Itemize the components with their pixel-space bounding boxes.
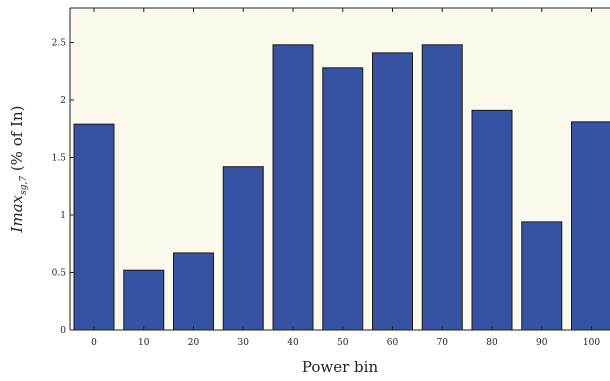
x-tick-label: 90 [536,338,548,348]
x-tick-label: 0 [91,338,97,348]
x-tick-label: 50 [337,338,349,348]
bar-90 [521,221,563,331]
x-tick-label: 100 [583,338,600,348]
bar-60 [372,52,413,331]
bar-70 [421,44,463,331]
y-tick-label: 0.5 [52,269,67,279]
bar-80 [471,109,513,331]
y-axis-label-main: Imax [8,194,26,233]
bars [73,44,610,331]
y-ticks: 0 0.5 1 1.5 2 2.5 [52,39,74,336]
x-tick-label: 30 [238,338,250,348]
x-tick-label: 10 [138,338,150,348]
y-tick-label: 1 [60,211,66,221]
bar-30 [222,166,264,331]
bar-0 [73,123,115,331]
y-tick-label: 1.5 [52,154,67,164]
y-tick-label: 2 [60,96,66,106]
x-tick-label: 20 [188,338,200,348]
bar-50 [322,67,364,331]
x-axis-label: Power bin [302,358,379,376]
bar-20 [173,252,214,331]
bar-10 [123,269,165,331]
y-tick-label: 2.5 [52,39,67,49]
bar-40 [272,44,314,331]
bar-100 [571,121,610,331]
x-tick-label: 60 [387,338,399,348]
axes [69,7,610,331]
x-ticks: 0 10 20 30 40 50 60 70 80 90 100 [91,8,600,348]
x-tick-label: 80 [486,338,498,348]
y-axis-label: Imaxsg,7 (% of In) [8,106,29,234]
y-tick-label: 0 [60,326,66,336]
x-tick-label: 40 [287,338,299,348]
x-tick-label: 70 [437,338,449,348]
y-axis-label-subscript: sg,7 [19,176,29,195]
y-axis-label-unit: (% of In) [8,106,26,176]
